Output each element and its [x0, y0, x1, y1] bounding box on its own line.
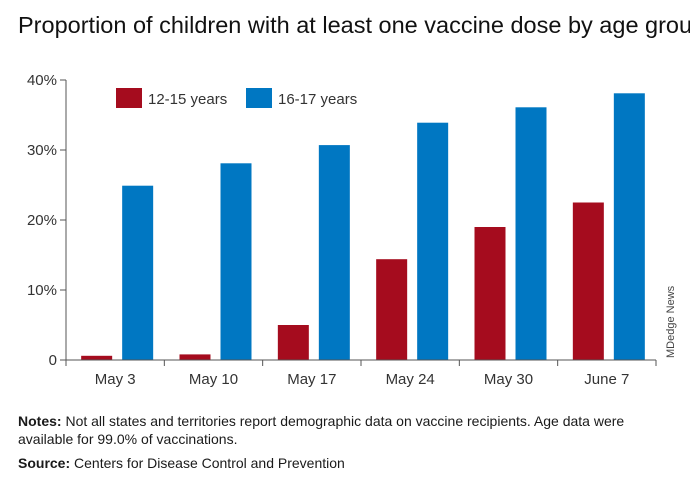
bar-series-2: [515, 107, 547, 360]
y-axis: 0 10% 20% 30% 40%: [27, 72, 67, 369]
legend-swatch: [116, 88, 142, 108]
chart-title: Proportion of children with at least one…: [18, 12, 690, 38]
bar-series-1: [376, 259, 408, 360]
x-tick-label: May 10: [189, 371, 238, 388]
y-tick-label: 0: [49, 352, 57, 369]
bar-series-2: [613, 93, 645, 361]
y-tick-label: 20%: [27, 212, 57, 229]
bar-series-2: [220, 163, 252, 360]
y-tick-label: 30%: [27, 142, 57, 159]
credit-label: MDedge News: [665, 285, 677, 358]
y-tick-label: 40%: [27, 72, 57, 89]
notes-label: Notes:: [18, 413, 62, 429]
bars: [81, 93, 645, 361]
bar-chart: 010%20%30%40% May 3 May 10 May 17 May 24 May…: [27, 72, 677, 388]
bar-series-1: [179, 354, 211, 360]
x-tick-label: May 17: [287, 371, 336, 388]
notes-text: Not all states and territories report de…: [18, 413, 625, 447]
bar-series-2: [122, 185, 154, 360]
bar-series-1: [81, 355, 113, 360]
source-label: Source:: [18, 455, 71, 471]
legend-label: 12-15 years: [148, 91, 227, 108]
bar-series-1: [474, 227, 506, 360]
bar-series-2: [318, 145, 350, 360]
y-tick-label: 10%: [27, 282, 57, 299]
x-axis: May 3 May 10 May 17 May 24 May 30 June 7: [65, 359, 657, 388]
legend-label: 16-17 years: [278, 91, 357, 108]
x-tick-label: May 24: [386, 371, 435, 388]
bar-series-1: [277, 325, 309, 360]
x-tick-label: May 3: [95, 371, 136, 388]
bar-series-1: [572, 202, 604, 360]
notes: Notes: Not all states and territories re…: [18, 412, 668, 448]
x-tick-label: May 30: [484, 371, 533, 388]
legend: 12-15 years 16-17 years: [116, 88, 357, 108]
x-tick-label: June 7: [584, 371, 629, 388]
source-text: Centers for Disease Control and Preventi…: [70, 455, 345, 471]
legend-swatch: [246, 88, 272, 108]
source: Source: Centers for Disease Control and …: [18, 455, 668, 471]
bar-series-2: [417, 122, 449, 360]
